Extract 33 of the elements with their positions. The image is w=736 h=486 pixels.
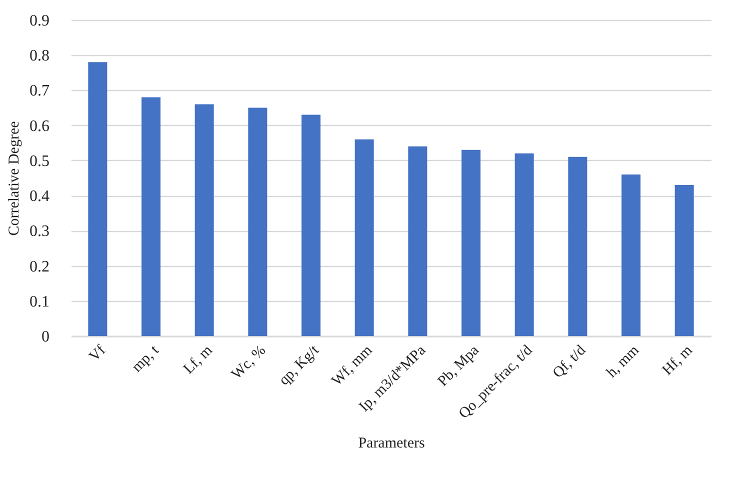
y-axis-title: Correlative Degree [6, 120, 22, 236]
x-tick-label: qp, Kg/t [276, 342, 323, 389]
bar [88, 62, 108, 336]
x-tick-label: Lf, m [180, 342, 216, 378]
bar [622, 174, 640, 336]
x-tick-label: Hf, m [660, 342, 696, 379]
y-tick-label: 0.5 [30, 152, 50, 170]
bar [194, 104, 214, 336]
y-tick-label: 0.3 [30, 223, 50, 240]
y-tick-label: 0.2 [30, 258, 50, 276]
x-tick-label: Wc, % [228, 342, 269, 383]
bar [568, 156, 588, 336]
x-tick-label: mp, t [129, 342, 163, 376]
y-tick-label: 0.6 [30, 118, 50, 135]
y-tick-label: 0.8 [30, 48, 50, 65]
bar [462, 150, 480, 336]
x-tick-label: h, mm [604, 342, 643, 381]
bar [674, 185, 694, 336]
bar [408, 146, 428, 336]
x-tick-label: Wf, mm [328, 342, 376, 390]
bar [514, 153, 534, 336]
bar [142, 97, 160, 336]
y-tick-label: 0.1 [30, 293, 50, 310]
x-tick-label: Vf [86, 342, 109, 366]
y-tick-label: 0 [42, 328, 50, 346]
bar [354, 139, 374, 336]
x-axis-title: Parameters [358, 435, 425, 452]
y-tick-label: 0.4 [30, 188, 50, 206]
bar [302, 114, 320, 336]
bar [248, 108, 268, 336]
y-tick-label: 0.9 [30, 12, 50, 30]
x-tick-label: Qf, t/d [550, 342, 590, 382]
y-tick-label: 0.7 [30, 82, 50, 100]
